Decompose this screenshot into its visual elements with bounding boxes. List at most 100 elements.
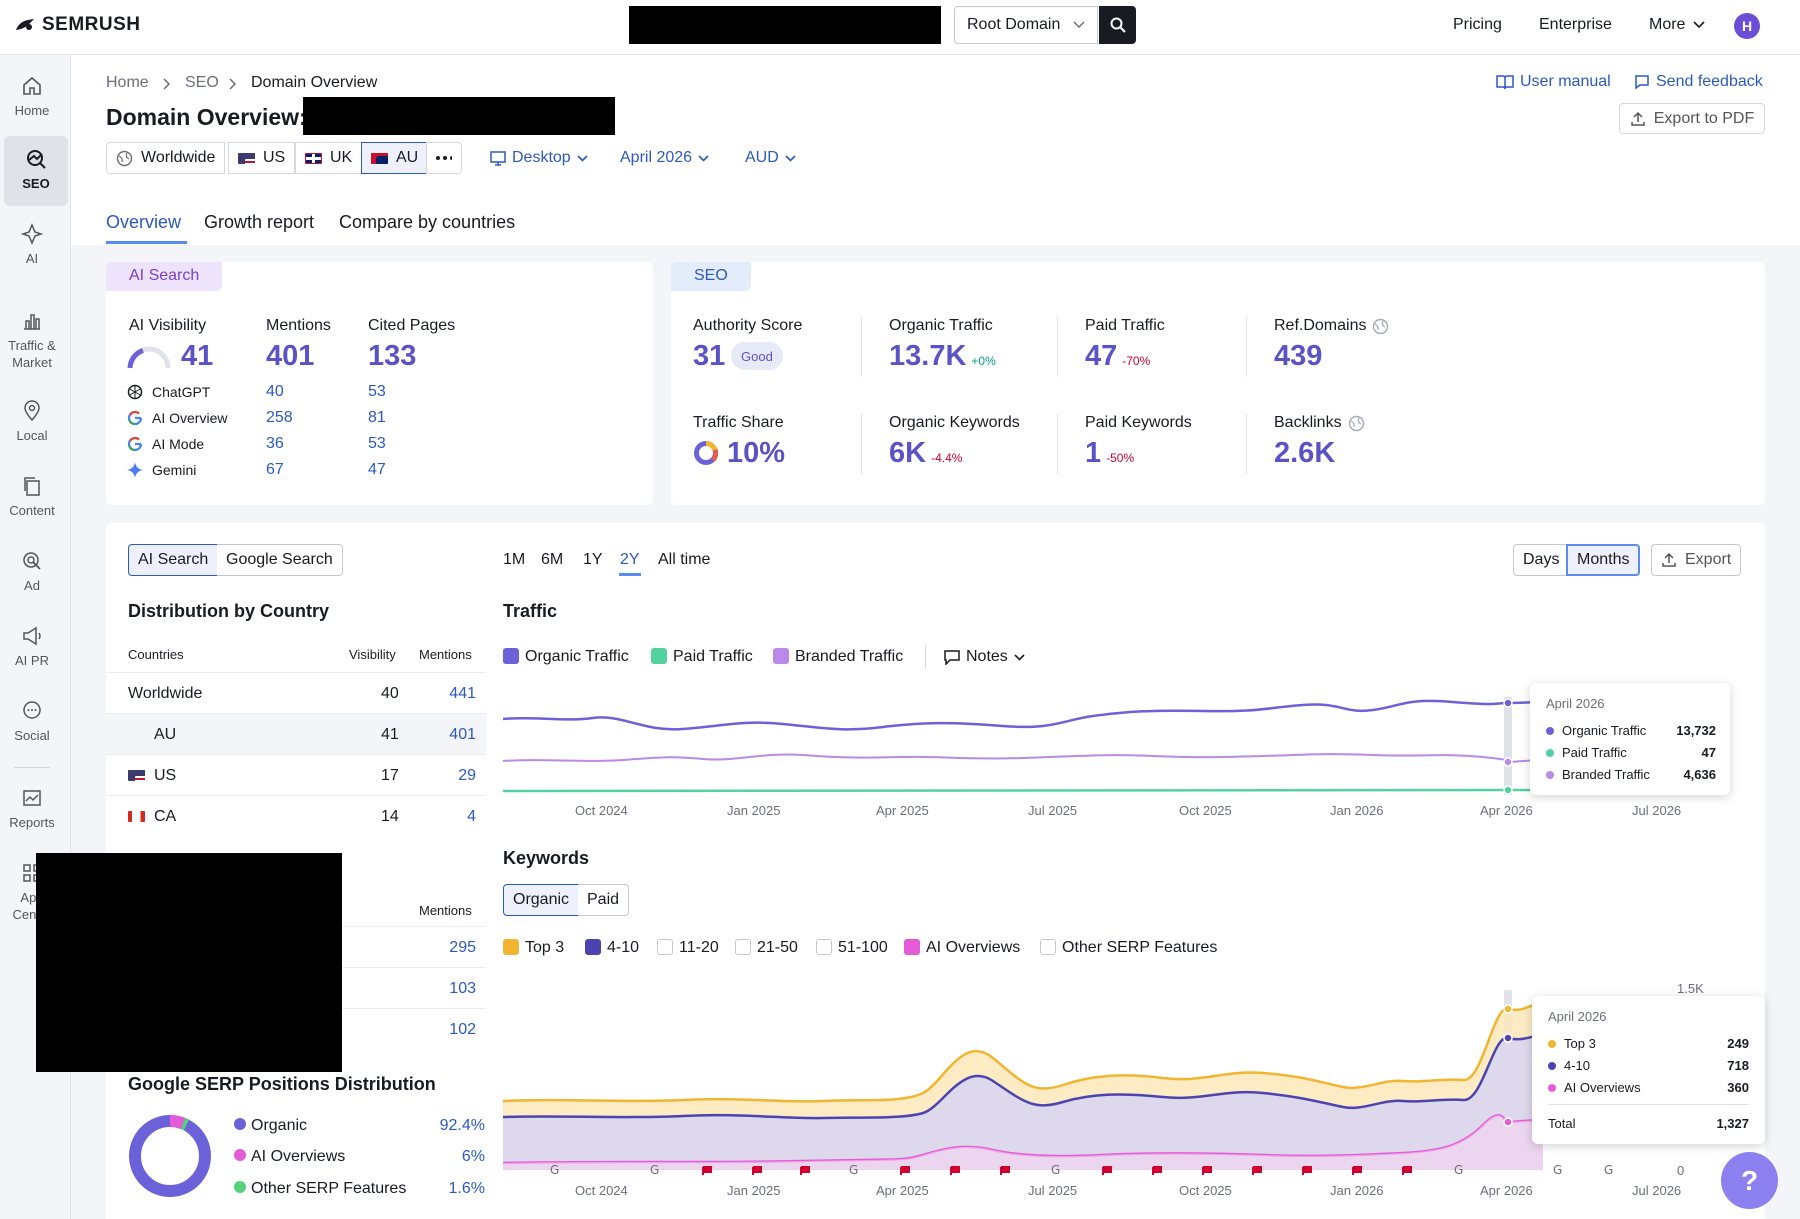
paid-keywords-metric[interactable]: 1 -50% xyxy=(1085,437,1134,470)
backlinks-value[interactable]: 2.6K xyxy=(1274,437,1336,469)
location-au[interactable]: AU xyxy=(361,142,429,174)
y-tick: 0 xyxy=(1677,1163,1685,1178)
ai-overview-cited[interactable]: 81 xyxy=(368,409,386,426)
export-pdf-button[interactable]: Export to PDF xyxy=(1619,103,1765,134)
kw-toggle-paid[interactable]: Paid xyxy=(578,884,630,916)
kw-legend-ai-overviews[interactable]: AI Overviews xyxy=(904,939,1020,957)
mentions-cell[interactable]: 102 xyxy=(449,1021,476,1038)
tab-compare-by-countries[interactable]: Compare by countries xyxy=(339,212,516,232)
location-uk[interactable]: UK xyxy=(295,142,363,174)
view-days[interactable]: Days xyxy=(1513,544,1570,576)
period-2y[interactable]: 2Y xyxy=(620,551,640,568)
authority-score-value[interactable]: 31 xyxy=(693,340,726,372)
sidebar-item-social[interactable]: Social xyxy=(0,700,64,744)
tooltip-label: Branded Traffic xyxy=(1562,767,1650,782)
legend-paid-traffic[interactable]: Paid Traffic xyxy=(651,648,753,666)
kw-legend-other-serp[interactable]: Other SERP Features xyxy=(1040,939,1217,957)
chatgpt-mentions[interactable]: 40 xyxy=(266,383,284,400)
kw-legend-top3[interactable]: Top 3 xyxy=(503,939,564,957)
sidebar-item-ad[interactable]: Ad xyxy=(0,550,64,594)
mentions-cell[interactable]: 4 xyxy=(467,808,476,825)
gemini-cited[interactable]: 47 xyxy=(368,461,386,478)
sidebar-label: Traffic & Market xyxy=(8,338,56,370)
table-row[interactable]: Worldwide 40 441 xyxy=(106,672,486,713)
root-domain-select[interactable]: Root Domain xyxy=(954,6,1098,44)
help-button[interactable]: ? xyxy=(1721,1152,1778,1209)
sidebar-item-home[interactable]: Home xyxy=(0,75,64,119)
more-menu[interactable]: More xyxy=(1649,16,1706,34)
tooltip-value: 4,636 xyxy=(1683,767,1716,782)
organic-traffic-metric[interactable]: 13.7K +0% xyxy=(889,340,996,373)
sidebar-item-seo[interactable]: SEO xyxy=(4,136,68,206)
table-row[interactable]: US 17 29 xyxy=(106,754,486,795)
sidebar-item-ai[interactable]: AI xyxy=(0,223,64,267)
tab-overview[interactable]: Overview xyxy=(106,212,182,232)
sidebar-item-reports[interactable]: Reports xyxy=(0,787,64,831)
paid-traffic-metric[interactable]: 47 -70% xyxy=(1085,340,1150,373)
currency-label: AUD xyxy=(745,149,779,166)
currency-dropdown[interactable]: AUD xyxy=(745,149,796,167)
ref-domains-value[interactable]: 439 xyxy=(1274,340,1323,372)
period-all-time[interactable]: All time xyxy=(658,551,711,568)
chevron-down-icon xyxy=(1073,21,1085,29)
notes-dropdown[interactable]: Notes xyxy=(944,648,1025,666)
tooltip-row: Paid Traffic 47 xyxy=(1546,745,1716,760)
tab-growth-report[interactable]: Growth report xyxy=(204,212,315,232)
legend-label: Paid Traffic xyxy=(673,648,753,665)
table-row[interactable]: CA 14 4 xyxy=(106,795,486,836)
toggle-ai-search[interactable]: AI Search xyxy=(128,544,219,576)
sidebar-item-traffic-market[interactable]: Traffic & Market xyxy=(0,310,64,371)
sidebar-label: Home xyxy=(14,103,50,118)
more-locations-button[interactable] xyxy=(426,142,462,174)
sidebar-item-content[interactable]: Content xyxy=(0,475,64,519)
mentions-cell[interactable]: 401 xyxy=(449,726,476,743)
enterprise-link[interactable]: Enterprise xyxy=(1539,16,1612,33)
flag-marker-icon xyxy=(1352,1166,1362,1175)
organic-keywords-metric[interactable]: 6K -4.4% xyxy=(889,437,962,470)
pricing-link[interactable]: Pricing xyxy=(1453,16,1502,33)
chatgpt-cited[interactable]: 53 xyxy=(368,383,386,400)
distribution-title: Distribution by Country xyxy=(128,601,329,621)
mentions-cell[interactable]: 295 xyxy=(449,939,476,956)
send-feedback-label: Send feedback xyxy=(1656,73,1763,90)
device-dropdown[interactable]: Desktop xyxy=(490,149,588,167)
organic-keywords-label: Organic Keywords xyxy=(889,414,1020,431)
avatar[interactable]: H xyxy=(1734,13,1760,39)
sidebar-item-ai-pr[interactable]: AI PR xyxy=(0,625,64,669)
export-button[interactable]: Export xyxy=(1651,544,1742,576)
send-feedback-link[interactable]: Send feedback xyxy=(1634,73,1763,91)
toggle-google-search[interactable]: Google Search xyxy=(217,544,343,576)
period-6m[interactable]: 6M xyxy=(541,551,564,568)
ai-mode-mentions[interactable]: 36 xyxy=(266,435,284,452)
series-dot xyxy=(1548,1040,1556,1048)
period-1y[interactable]: 1Y xyxy=(583,551,603,568)
legend-organic-traffic[interactable]: Organic Traffic xyxy=(503,648,629,666)
sidebar-item-local[interactable]: Local xyxy=(0,400,64,444)
view-months[interactable]: Months xyxy=(1566,544,1641,576)
kw-legend-51-100[interactable]: 51-100 xyxy=(816,939,888,957)
mentions-cell[interactable]: 441 xyxy=(449,685,476,702)
ai-mode-cited[interactable]: 53 xyxy=(368,435,386,452)
breadcrumb-seo[interactable]: SEO xyxy=(185,74,219,91)
mentions-cell[interactable]: 29 xyxy=(458,767,476,784)
kw-toggle-organic[interactable]: Organic xyxy=(503,884,580,916)
legend-branded-traffic[interactable]: Branded Traffic xyxy=(773,648,903,666)
page-title: Domain Overview: xyxy=(106,104,307,130)
date-dropdown[interactable]: April 2026 xyxy=(620,149,709,167)
semrush-logo[interactable]: SEMRUSH xyxy=(14,14,141,36)
content-pages-icon xyxy=(24,477,40,496)
gemini-mentions[interactable]: 67 xyxy=(266,461,284,478)
domain-search-input-redacted[interactable] xyxy=(629,6,941,44)
table-row[interactable]: AU 41 401 xyxy=(106,713,486,754)
location-us[interactable]: US xyxy=(228,142,296,174)
mentions-cell[interactable]: 103 xyxy=(449,980,476,997)
kw-legend-4-10[interactable]: 4-10 xyxy=(585,939,639,957)
kw-legend-11-20[interactable]: 11-20 xyxy=(657,939,719,957)
kw-legend-21-50[interactable]: 21-50 xyxy=(735,939,798,957)
ai-overview-mentions[interactable]: 258 xyxy=(266,409,293,426)
location-worldwide[interactable]: Worldwide xyxy=(106,142,226,174)
breadcrumb-home[interactable]: Home xyxy=(106,74,149,91)
user-manual-link[interactable]: User manual xyxy=(1496,73,1611,91)
period-1m[interactable]: 1M xyxy=(503,551,526,568)
search-button[interactable] xyxy=(1099,6,1136,44)
